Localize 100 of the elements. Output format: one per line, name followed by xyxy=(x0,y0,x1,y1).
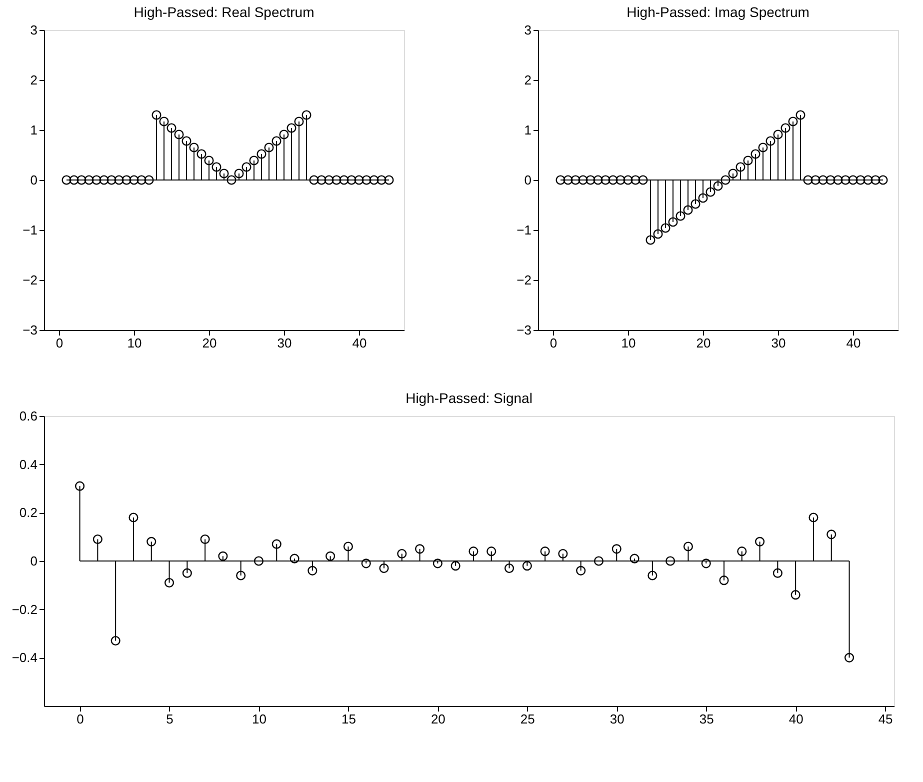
point xyxy=(106,175,116,185)
y-tick-label: 3 xyxy=(524,22,532,38)
point xyxy=(790,590,800,600)
point xyxy=(706,187,716,197)
point xyxy=(578,175,588,185)
x-tick-label: 10 xyxy=(252,712,266,726)
point xyxy=(486,546,496,556)
point xyxy=(182,136,192,146)
x-tick-label: 5 xyxy=(166,712,174,726)
point xyxy=(870,175,880,185)
x-tick-label: 40 xyxy=(788,712,804,726)
point xyxy=(608,175,618,185)
point xyxy=(164,578,174,588)
point xyxy=(648,570,658,580)
chart-title: High-Passed: Real Spectrum xyxy=(134,4,314,20)
point xyxy=(415,544,425,554)
x-tick-label: 0 xyxy=(76,712,84,726)
point xyxy=(397,548,407,559)
point xyxy=(878,175,888,185)
point xyxy=(593,175,603,185)
y-tick-label: −3 xyxy=(22,322,38,338)
x-tick-label: 20 xyxy=(202,336,217,350)
point xyxy=(290,554,300,564)
point xyxy=(146,536,156,546)
y-tick-label: 0 xyxy=(524,172,532,188)
point xyxy=(75,481,85,491)
point xyxy=(354,175,364,185)
point xyxy=(683,205,693,215)
point xyxy=(200,534,210,544)
point xyxy=(286,123,296,133)
point xyxy=(379,563,389,574)
point xyxy=(234,168,244,178)
point xyxy=(594,556,604,566)
point xyxy=(218,551,228,561)
point xyxy=(773,130,783,140)
chart-title: High-Passed: Imag Spectrum xyxy=(626,4,810,20)
point xyxy=(249,156,259,166)
point xyxy=(796,110,806,120)
point xyxy=(612,544,622,554)
point xyxy=(226,175,236,185)
point xyxy=(570,175,580,185)
point xyxy=(743,156,753,166)
point xyxy=(316,175,326,185)
x-tick-label: 20 xyxy=(430,712,446,726)
x-tick-label: 40 xyxy=(352,336,367,350)
point xyxy=(728,168,738,178)
point xyxy=(522,561,532,571)
point xyxy=(182,568,192,578)
y-tick-label: −2 xyxy=(22,272,38,288)
point xyxy=(122,175,132,185)
point xyxy=(376,175,386,185)
y-tick-label: 3 xyxy=(30,22,38,38)
point xyxy=(339,175,349,185)
point xyxy=(256,149,266,159)
point xyxy=(136,175,146,185)
point xyxy=(159,116,169,126)
point xyxy=(272,539,282,549)
point xyxy=(701,558,711,568)
point xyxy=(450,561,460,571)
point xyxy=(62,175,72,185)
y-tick-label: 0.6 xyxy=(19,408,38,424)
point xyxy=(279,130,289,140)
x-tick-label: 25 xyxy=(520,712,535,726)
point xyxy=(856,175,866,185)
point xyxy=(152,110,162,120)
point xyxy=(242,162,252,172)
point xyxy=(174,130,184,140)
point xyxy=(384,175,394,185)
point xyxy=(129,175,139,185)
point xyxy=(236,570,246,580)
point xyxy=(638,175,648,185)
point xyxy=(346,175,356,185)
point xyxy=(272,136,282,146)
point xyxy=(362,175,372,185)
point xyxy=(826,530,836,540)
point xyxy=(343,542,353,552)
point xyxy=(810,175,820,185)
point xyxy=(468,546,478,556)
point xyxy=(863,175,873,185)
point xyxy=(766,136,776,146)
point xyxy=(254,556,264,566)
point xyxy=(309,175,319,185)
point xyxy=(540,546,550,556)
point xyxy=(772,568,782,578)
y-tick-label: −1 xyxy=(516,222,532,238)
y-tick-label: −1 xyxy=(22,222,38,238)
y-tick-label: −2 xyxy=(516,272,532,288)
point xyxy=(99,175,109,185)
point xyxy=(302,110,312,120)
point xyxy=(803,175,813,185)
point xyxy=(556,175,566,185)
point xyxy=(166,123,176,133)
point xyxy=(196,149,206,159)
point xyxy=(720,175,730,185)
point xyxy=(736,162,746,172)
point xyxy=(698,193,708,203)
point xyxy=(623,175,633,185)
point xyxy=(361,558,371,568)
point xyxy=(840,175,850,185)
point xyxy=(630,554,640,564)
